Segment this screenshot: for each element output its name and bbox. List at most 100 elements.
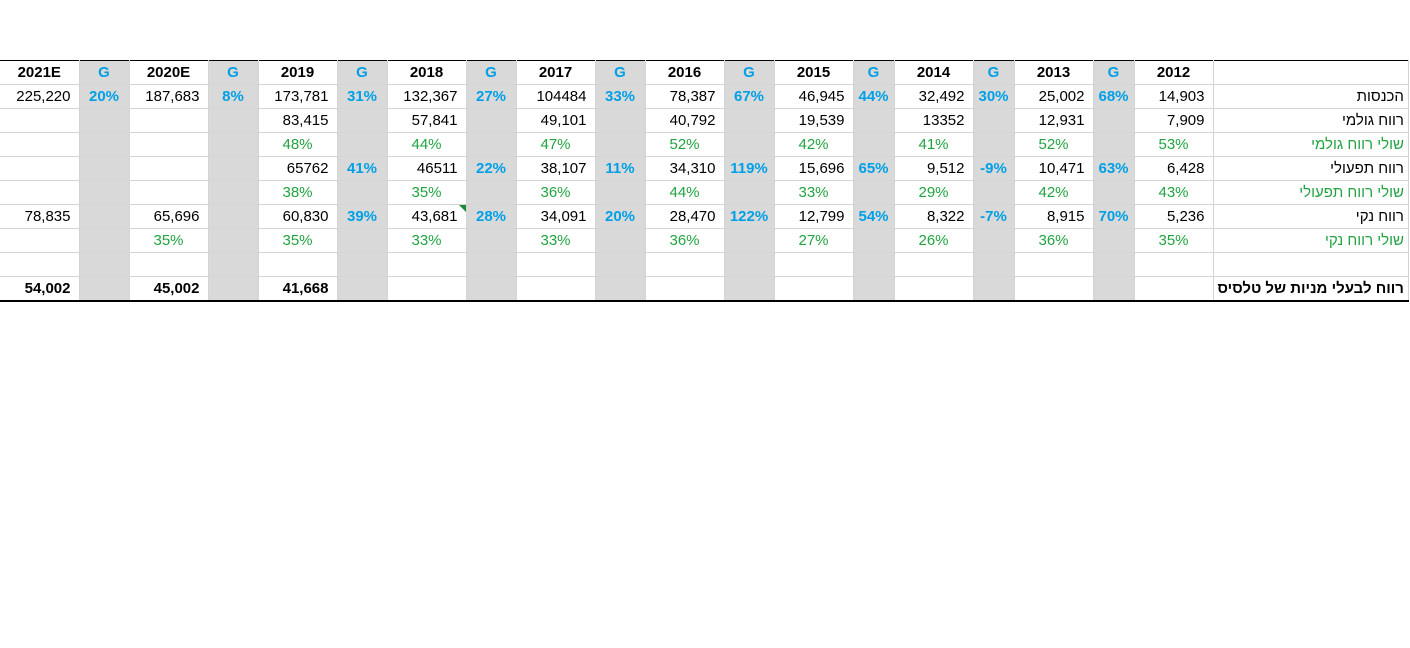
value-cell[interactable]: [1134, 252, 1214, 277]
value-cell[interactable]: 15,696: [774, 156, 854, 181]
growth-header-cell[interactable]: G: [337, 60, 388, 85]
margin-cell[interactable]: 33%: [387, 228, 467, 253]
margin-cell[interactable]: 43%: [1134, 180, 1214, 205]
value-cell[interactable]: 78,387: [645, 84, 725, 109]
value-cell[interactable]: 8,322: [894, 204, 974, 229]
growth-cell[interactable]: 41%: [337, 156, 388, 181]
growth-cell[interactable]: 30%: [973, 84, 1015, 109]
growth-cell[interactable]: [595, 252, 646, 277]
growth-cell[interactable]: 33%: [595, 84, 646, 109]
growth-cell[interactable]: [79, 252, 130, 277]
growth-cell[interactable]: [79, 180, 130, 205]
growth-header-cell[interactable]: G: [1093, 60, 1135, 85]
value-cell[interactable]: 25,002: [1014, 84, 1094, 109]
value-cell[interactable]: [258, 252, 338, 277]
value-cell[interactable]: 41,668: [258, 276, 338, 302]
value-cell[interactable]: 28,470: [645, 204, 725, 229]
margin-cell[interactable]: [0, 132, 80, 157]
growth-cell[interactable]: [79, 108, 130, 133]
growth-cell[interactable]: 70%: [1093, 204, 1135, 229]
year-header-cell[interactable]: 2014: [894, 60, 974, 85]
value-cell[interactable]: [894, 252, 974, 277]
growth-cell[interactable]: 65%: [853, 156, 895, 181]
value-cell[interactable]: 78,835: [0, 204, 80, 229]
growth-cell[interactable]: 20%: [595, 204, 646, 229]
value-cell[interactable]: [0, 108, 80, 133]
row-label[interactable]: שולי רווח תפעולי: [1213, 180, 1409, 205]
value-cell[interactable]: [387, 252, 467, 277]
margin-cell[interactable]: 35%: [387, 180, 467, 205]
growth-cell[interactable]: [595, 276, 646, 302]
row-label[interactable]: שולי רווח גולמי: [1213, 132, 1409, 157]
growth-cell[interactable]: 31%: [337, 84, 388, 109]
value-cell[interactable]: 19,539: [774, 108, 854, 133]
value-cell[interactable]: 43,681: [387, 204, 467, 229]
margin-cell[interactable]: [0, 228, 80, 253]
growth-cell[interactable]: [79, 132, 130, 157]
growth-cell[interactable]: [208, 276, 259, 302]
value-cell[interactable]: [894, 276, 974, 302]
value-cell[interactable]: [1134, 276, 1214, 302]
row-label[interactable]: שולי רווח נקי: [1213, 228, 1409, 253]
margin-cell[interactable]: [129, 132, 209, 157]
growth-cell[interactable]: 8%: [208, 84, 259, 109]
growth-cell[interactable]: [853, 228, 895, 253]
value-cell[interactable]: 7,909: [1134, 108, 1214, 133]
value-cell[interactable]: [645, 252, 725, 277]
growth-cell[interactable]: [79, 228, 130, 253]
value-cell[interactable]: 65762: [258, 156, 338, 181]
row-label[interactable]: רווח לבעלי מניות של טלסיס: [1213, 276, 1409, 302]
value-cell[interactable]: [0, 156, 80, 181]
value-cell[interactable]: 187,683: [129, 84, 209, 109]
margin-cell[interactable]: 44%: [645, 180, 725, 205]
growth-cell[interactable]: [79, 156, 130, 181]
value-cell[interactable]: 14,903: [1134, 84, 1214, 109]
growth-cell[interactable]: [208, 132, 259, 157]
growth-cell[interactable]: [1093, 228, 1135, 253]
value-cell[interactable]: 10,471: [1014, 156, 1094, 181]
growth-cell[interactable]: -7%: [973, 204, 1015, 229]
growth-cell[interactable]: [337, 108, 388, 133]
row-label[interactable]: הכנסות: [1213, 84, 1409, 109]
value-cell[interactable]: 34,310: [645, 156, 725, 181]
margin-cell[interactable]: [129, 180, 209, 205]
value-cell[interactable]: [0, 252, 80, 277]
growth-cell[interactable]: [973, 132, 1015, 157]
value-cell[interactable]: [774, 252, 854, 277]
growth-cell[interactable]: [337, 180, 388, 205]
margin-cell[interactable]: 52%: [1014, 132, 1094, 157]
margin-cell[interactable]: 35%: [129, 228, 209, 253]
margin-cell[interactable]: 41%: [894, 132, 974, 157]
row-label[interactable]: רווח תפעולי: [1213, 156, 1409, 181]
growth-cell[interactable]: [853, 252, 895, 277]
value-cell[interactable]: 49,101: [516, 108, 596, 133]
margin-cell[interactable]: 52%: [645, 132, 725, 157]
year-header-cell[interactable]: 2017: [516, 60, 596, 85]
growth-cell[interactable]: [79, 204, 130, 229]
value-cell[interactable]: [129, 108, 209, 133]
margin-cell[interactable]: 38%: [258, 180, 338, 205]
value-cell[interactable]: 60,830: [258, 204, 338, 229]
growth-cell[interactable]: [1093, 276, 1135, 302]
margin-cell[interactable]: 33%: [774, 180, 854, 205]
year-header-cell[interactable]: 2020E: [129, 60, 209, 85]
margin-cell[interactable]: 36%: [516, 180, 596, 205]
growth-cell[interactable]: [595, 228, 646, 253]
margin-cell[interactable]: [0, 180, 80, 205]
value-cell[interactable]: 54,002: [0, 276, 80, 302]
value-cell[interactable]: [387, 276, 467, 302]
growth-cell[interactable]: [466, 276, 517, 302]
year-header-cell[interactable]: 2015: [774, 60, 854, 85]
value-cell[interactable]: 12,931: [1014, 108, 1094, 133]
growth-cell[interactable]: 20%: [79, 84, 130, 109]
growth-cell[interactable]: [853, 108, 895, 133]
margin-cell[interactable]: 47%: [516, 132, 596, 157]
growth-cell[interactable]: [337, 228, 388, 253]
margin-cell[interactable]: 48%: [258, 132, 338, 157]
year-header-cell[interactable]: 2018: [387, 60, 467, 85]
growth-cell[interactable]: 67%: [724, 84, 775, 109]
growth-cell[interactable]: [337, 276, 388, 302]
growth-cell[interactable]: [595, 180, 646, 205]
margin-cell[interactable]: 36%: [645, 228, 725, 253]
growth-cell[interactable]: [595, 108, 646, 133]
